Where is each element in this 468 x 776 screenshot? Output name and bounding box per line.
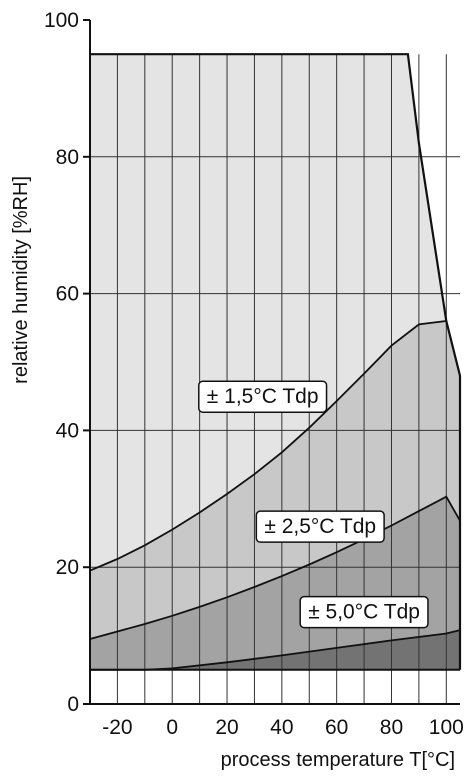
x-tick-label: 40 — [270, 716, 293, 739]
region-label-box: ± 1,5°C Tdp — [198, 380, 328, 413]
region-label-text: ± 1,5°C Tdp — [207, 385, 319, 408]
outer-boundary-line — [90, 53, 462, 670]
x-tick-label: 100 — [429, 716, 464, 739]
region-label-text: ± 2,5°C Tdp — [264, 515, 376, 538]
y-axis-label: relative humidity [%RH] — [10, 176, 32, 384]
axes — [83, 19, 460, 705]
y-tick-label: 20 — [56, 556, 79, 579]
region-annotations: ± 1,5°C Tdp ± 2,5°C Tdp ± 5,0°C Tdp — [198, 380, 429, 629]
grid-lines — [90, 54, 460, 704]
x-tick-label: 20 — [215, 716, 238, 739]
region-label-frame — [198, 380, 328, 413]
curve-base — [90, 629, 461, 671]
curve-2-5-tdp — [89, 320, 447, 572]
y-tick-labels: 0 20 40 60 80 100 — [44, 9, 79, 716]
y-tick-label: 60 — [56, 283, 79, 306]
region-label-frame — [299, 595, 429, 629]
curve-5-0-tdp — [89, 495, 461, 640]
accuracy-regions — [90, 54, 460, 670]
y-tick-label: 80 — [56, 146, 79, 169]
region-label-box: ± 5,0°C Tdp — [299, 595, 429, 629]
x-tick-labels: -20 0 20 40 60 80 100 — [102, 716, 464, 739]
region-label-text: ± 5,0°C Tdp — [308, 601, 420, 624]
region-base — [90, 630, 460, 670]
x-axis-label: process temperature T[°C] — [221, 749, 455, 771]
boundary-curves — [89, 53, 462, 671]
x-tick-label: -20 — [102, 716, 132, 739]
x-tick-label: 80 — [380, 716, 403, 739]
region-label-frame — [255, 510, 385, 543]
x-tick-label: 60 — [325, 716, 348, 739]
y-tick-label: 40 — [56, 419, 79, 442]
region-label-box: ± 2,5°C Tdp — [255, 510, 385, 543]
x-tick-label: 0 — [166, 716, 178, 739]
y-tick-label: 100 — [44, 9, 79, 32]
y-tick-label: 0 — [67, 693, 79, 716]
